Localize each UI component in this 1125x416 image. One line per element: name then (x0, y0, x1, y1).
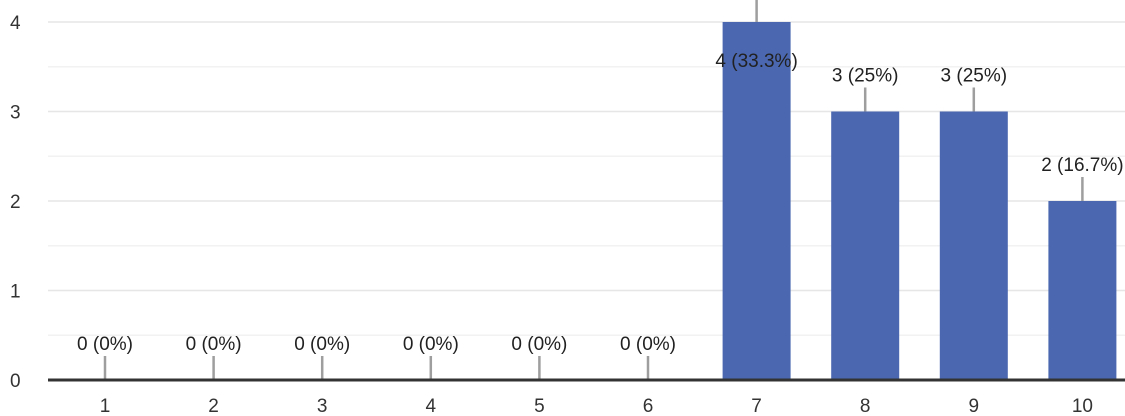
x-tick-label: 10 (1072, 396, 1093, 416)
bars (722, 22, 1117, 380)
bar (1048, 201, 1117, 380)
data-labels: 0 (0%) 0 (0%) 0 (0%) 0 (0%) 0 (0%) 0 (0%) 4 (3… (77, 51, 1124, 355)
data-label: 0 (0%) (511, 334, 567, 355)
data-label: 4 (33.3%) (715, 51, 797, 72)
x-tick-label: 1 (100, 396, 111, 416)
x-tick-label: 6 (643, 396, 654, 416)
y-tick-label: 4 (10, 13, 21, 34)
bar (722, 22, 791, 380)
x-tick-label: 8 (860, 396, 871, 416)
x-tick-label: 4 (426, 396, 437, 416)
y-tick-label: 3 (10, 103, 21, 124)
x-tick-label: 2 (208, 396, 219, 416)
label-leaders (103, 0, 1084, 380)
data-label: 0 (0%) (620, 334, 676, 355)
y-tick-label: 1 (10, 282, 21, 303)
gridlines (48, 21, 1125, 336)
x-tick-label: 3 (317, 396, 328, 416)
data-label: 3 (25%) (941, 66, 1008, 87)
y-tick-label: 2 (10, 192, 21, 213)
bar (831, 111, 900, 380)
y-axis-ticks: 0 1 2 3 4 (10, 13, 21, 392)
data-label: 0 (0%) (403, 334, 459, 355)
data-label: 0 (0%) (77, 334, 133, 355)
x-tick-label: 5 (534, 396, 545, 416)
data-label: 2 (16.7%) (1041, 155, 1123, 176)
x-tick-label: 7 (751, 396, 762, 416)
x-tick-label: 9 (969, 396, 980, 416)
bar (939, 111, 1008, 380)
data-label: 3 (25%) (832, 66, 899, 87)
data-label: 0 (0%) (186, 334, 242, 355)
data-label: 0 (0%) (294, 334, 350, 355)
x-axis-ticks: 1 2 3 4 5 6 7 8 9 10 (100, 396, 1093, 416)
y-tick-label: 0 (10, 371, 21, 392)
